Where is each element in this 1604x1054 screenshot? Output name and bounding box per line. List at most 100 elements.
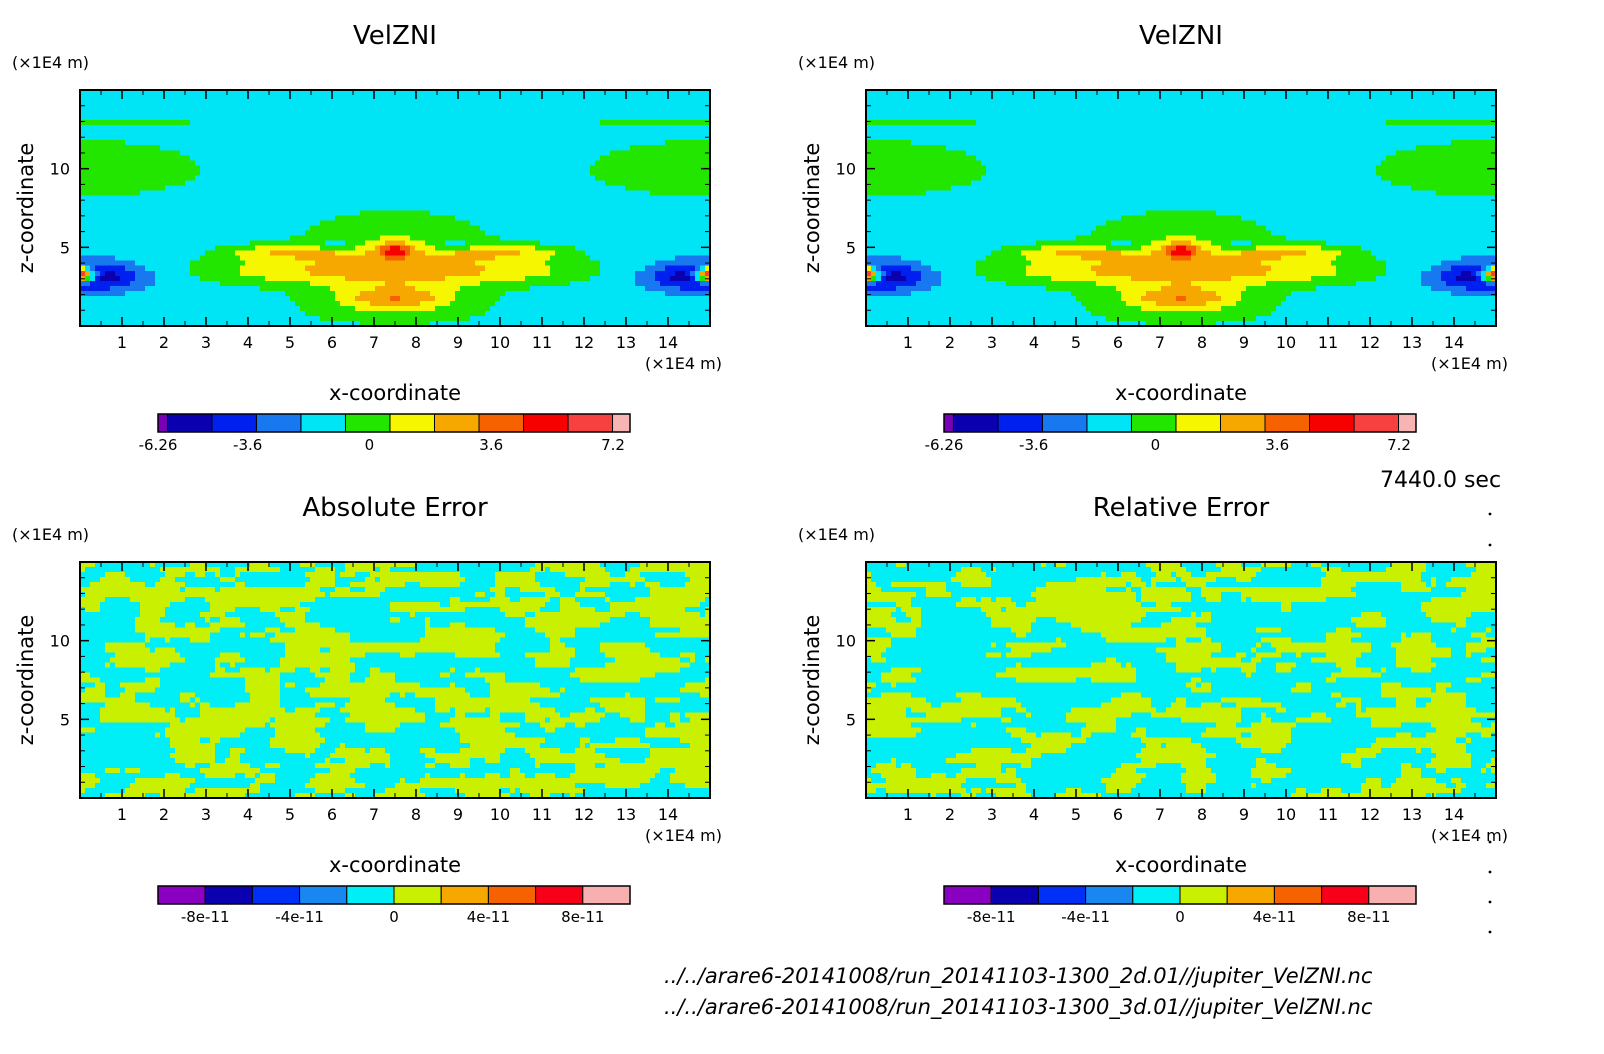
heatmap-cell: [235, 211, 241, 217]
heatmap-cell: [525, 170, 531, 176]
heatmap-cell: [615, 100, 621, 106]
heatmap-cell: [545, 160, 551, 166]
heatmap-cell: [145, 155, 151, 161]
heatmap-cell: [465, 195, 471, 201]
heatmap-cell: [145, 140, 151, 146]
heatmap-cell: [525, 155, 531, 161]
heatmap-cell: [200, 115, 206, 121]
heatmap-cell: [430, 100, 436, 106]
heatmap-cell: [660, 205, 666, 211]
heatmap-cell: [210, 200, 216, 206]
heatmap-cell: [660, 271, 666, 277]
heatmap-cell: [350, 276, 356, 282]
heatmap-cell: [530, 125, 536, 131]
heatmap-cell: [565, 165, 571, 171]
heatmap-cell: [240, 130, 246, 136]
heatmap-cell: [430, 140, 436, 146]
heatmap-cell: [585, 195, 591, 201]
heatmap-cell: [130, 256, 136, 262]
heatmap-cell: [680, 281, 686, 287]
heatmap-cell: [210, 266, 216, 272]
heatmap-cell: [565, 115, 571, 121]
heatmap-cell: [565, 95, 571, 101]
heatmap-cell: [660, 175, 666, 181]
heatmap-cell: [455, 200, 461, 206]
heatmap-cell: [140, 135, 146, 141]
heatmap-cell: [100, 200, 106, 206]
heatmap-cell: [325, 185, 331, 191]
heatmap-cell: [205, 115, 211, 121]
heatmap-cell: [115, 145, 121, 151]
heatmap-cell: [445, 286, 451, 292]
heatmap-cell: [345, 261, 351, 267]
heatmap-cell: [385, 170, 391, 176]
heatmap-cell: [170, 150, 176, 156]
heatmap-cell: [450, 281, 456, 287]
heatmap-cell: [650, 185, 656, 191]
heatmap-cell: [225, 286, 231, 292]
heatmap-cell: [95, 140, 101, 146]
heatmap-cell: [185, 246, 191, 252]
heatmap-cell: [610, 135, 616, 141]
heatmap-cell: [190, 125, 196, 131]
heatmap-cell: [430, 271, 436, 277]
heatmap-cell: [235, 281, 241, 287]
heatmap-cell: [335, 195, 341, 201]
heatmap-cell: [490, 140, 496, 146]
heatmap-cell: [595, 185, 601, 191]
heatmap-cell: [440, 281, 446, 287]
heatmap-cell: [335, 140, 341, 146]
heatmap-cell: [230, 266, 236, 272]
heatmap-cell: [635, 170, 641, 176]
heatmap-cell: [95, 125, 101, 131]
heatmap-cell: [370, 105, 376, 111]
heatmap-cell: [535, 221, 541, 227]
heatmap-cell: [545, 276, 551, 282]
heatmap-cell: [155, 110, 161, 116]
heatmap-cell: [155, 130, 161, 136]
heatmap-cell: [445, 105, 451, 111]
heatmap-cell: [645, 180, 651, 186]
heatmap-cell: [270, 165, 276, 171]
heatmap-cell: [210, 115, 216, 121]
heatmap-cell: [420, 221, 426, 227]
heatmap-cell: [250, 155, 256, 161]
heatmap-cell: [295, 130, 301, 136]
heatmap-cell: [540, 216, 546, 222]
heatmap-cell: [250, 231, 256, 237]
heatmap-cell: [195, 180, 201, 186]
heatmap-cell: [345, 200, 351, 206]
heatmap-cell: [125, 185, 131, 191]
heatmap-cell: [430, 110, 436, 116]
heatmap-cell: [515, 110, 521, 116]
heatmap-cell: [430, 256, 436, 262]
heatmap-cell: [610, 170, 616, 176]
heatmap-cell: [475, 105, 481, 111]
heatmap-cell: [680, 135, 686, 141]
heatmap-cell: [205, 165, 211, 171]
heatmap-cell: [375, 160, 381, 166]
heatmap-cell: [245, 125, 251, 131]
heatmap-cell: [470, 150, 476, 156]
heatmap-cell: [225, 155, 231, 161]
heatmap-cell: [595, 180, 601, 186]
heatmap-cell: [360, 246, 366, 252]
heatmap-cell: [600, 236, 606, 242]
heatmap-cell: [240, 100, 246, 106]
heatmap-cell: [600, 180, 606, 186]
heatmap-cell: [565, 135, 571, 141]
heatmap-cell: [670, 205, 676, 211]
heatmap-cell: [200, 205, 206, 211]
heatmap-cell: [665, 185, 671, 191]
heatmap-cell: [310, 115, 316, 121]
heatmap-cell: [695, 120, 701, 126]
heatmap-cell: [505, 155, 511, 161]
heatmap-cell: [385, 185, 391, 191]
heatmap-cell: [550, 190, 556, 196]
heatmap-cell: [665, 221, 671, 227]
heatmap-cell: [220, 145, 226, 151]
heatmap-cell: [340, 105, 346, 111]
heatmap-cell: [105, 150, 111, 156]
heatmap-cell: [405, 185, 411, 191]
heatmap-cell: [250, 170, 256, 176]
